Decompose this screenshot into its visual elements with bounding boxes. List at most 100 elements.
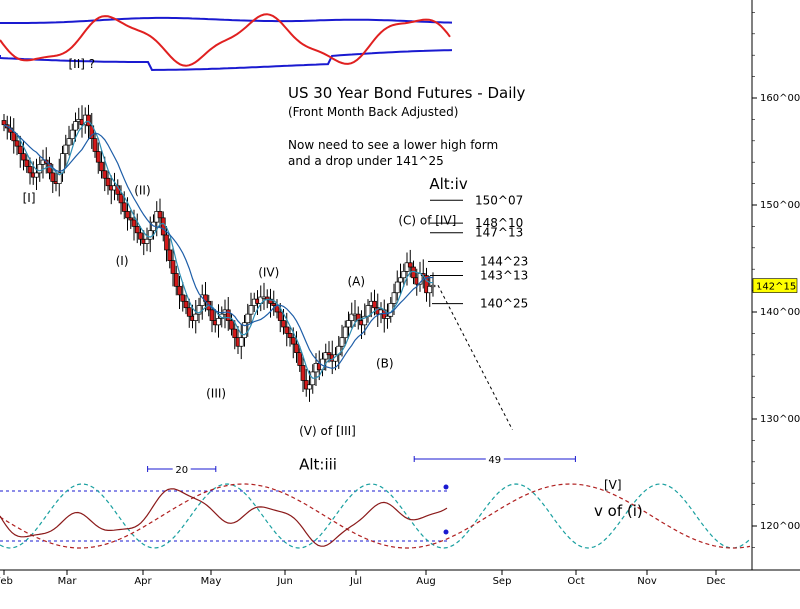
- cycles-bottom-panel: 20 49 [V] v of (i): [0, 453, 751, 549]
- x-tick-label: May: [201, 576, 222, 587]
- candle: [17, 145, 23, 154]
- candle: [99, 161, 104, 172]
- candle: [346, 320, 351, 328]
- candle: [63, 144, 69, 154]
- candle: [1, 120, 7, 126]
- cycle-annotation: [V]: [604, 478, 622, 492]
- candle: [394, 281, 400, 294]
- candle: [69, 129, 75, 140]
- candle: [277, 311, 283, 321]
- candle: [86, 114, 91, 127]
- wave-labels: [II] ? [I] (II) (I) (III) (IV) (V) of [III] (A)…: [23, 57, 468, 473]
- candle: [300, 365, 306, 381]
- candle: [287, 333, 293, 339]
- candle: [290, 337, 296, 345]
- candle: [349, 313, 355, 321]
- cycle-dot: [443, 529, 449, 535]
- wave-label: (I): [116, 254, 129, 268]
- wave-label: (III): [206, 387, 226, 401]
- candle: [102, 170, 108, 179]
- candle: [307, 384, 312, 390]
- x-tick-label: Aug: [416, 576, 436, 587]
- candle: [424, 275, 429, 294]
- x-tick-label: Mar: [58, 576, 78, 587]
- y-tick-label: 130^00: [760, 414, 800, 425]
- candle: [430, 284, 436, 288]
- level-label: 148^10: [475, 216, 523, 230]
- candle: [92, 138, 98, 152]
- y-tick-label: 160^00: [760, 93, 800, 104]
- current-price-box: [752, 278, 798, 293]
- x-tick-label: Oct: [567, 576, 584, 587]
- candle: [147, 230, 153, 240]
- level-label: 144^23: [480, 254, 528, 268]
- candle: [173, 273, 179, 287]
- candle: [427, 285, 433, 294]
- cycle-dot: [443, 484, 449, 490]
- x-tick-label: Feb: [0, 576, 13, 587]
- candle: [196, 305, 202, 315]
- wave-label: (IV): [258, 266, 279, 280]
- cycle-marker-label-bg: [485, 453, 504, 465]
- candle: [336, 345, 342, 356]
- candle: [24, 159, 30, 167]
- level-label: 140^25: [480, 297, 528, 311]
- oscillator-top-panel: [0, 0, 752, 80]
- x-tick-label: Jul: [349, 576, 362, 587]
- candle: [56, 172, 62, 184]
- x-tick-label: Jun: [276, 576, 293, 587]
- candle: [144, 238, 150, 244]
- candle: [95, 151, 101, 163]
- candle: [385, 315, 390, 319]
- candle: [362, 315, 368, 326]
- price-cycle-line: [0, 488, 448, 547]
- price-panel: 160^00 150^00 140^00 130^00 120^00 142^15 150…: [1, 12, 800, 548]
- candle: [294, 343, 299, 354]
- cycle-49-line: [0, 483, 751, 549]
- wave-label: (B): [376, 357, 394, 371]
- cycle-marker-label: 49: [488, 455, 501, 466]
- cycle-marker-label-bg: [172, 463, 191, 475]
- candle: [339, 337, 345, 347]
- candle: [323, 352, 329, 360]
- candle: [229, 320, 234, 330]
- candle: [297, 352, 303, 366]
- candle: [177, 285, 182, 296]
- wave-label: (II): [134, 183, 150, 197]
- alt-label: Alt:iv: [429, 175, 468, 193]
- candle: [37, 163, 43, 174]
- candles: [1, 104, 436, 402]
- moving-average-line: [3, 124, 434, 370]
- candle: [232, 328, 238, 339]
- candle: [355, 313, 361, 321]
- level-label: 143^13: [480, 269, 528, 283]
- candle: [284, 326, 290, 334]
- candle: [391, 292, 397, 304]
- candle: [342, 326, 348, 339]
- cycle-marker-label: 20: [175, 465, 188, 476]
- x-tick-label: Sep: [493, 576, 512, 587]
- candle: [121, 202, 127, 212]
- candle: [183, 300, 189, 309]
- candle: [271, 303, 277, 306]
- candle: [238, 337, 244, 347]
- candle: [128, 217, 134, 221]
- note-line-2: and a drop under 141^25: [288, 154, 444, 168]
- x-tick-label: Apr: [134, 576, 152, 587]
- candle: [193, 313, 199, 321]
- candle: [105, 177, 111, 187]
- oscillator-line: [0, 13, 451, 67]
- moving-averages: [3, 120, 434, 379]
- y-axis-ticks: 160^00 150^00 140^00 130^00 120^00 142^15: [752, 12, 800, 548]
- chart-subtitle: (Front Month Back Adjusted): [288, 105, 458, 119]
- upper-band-line: [0, 16, 453, 24]
- alt-label: Alt:iii: [299, 455, 337, 473]
- candle: [73, 121, 78, 131]
- wave-label: (A): [347, 274, 365, 288]
- chart-title: US 30 Year Bond Futures - Daily: [288, 84, 526, 102]
- candle: [125, 211, 130, 219]
- y-tick-label: 140^00: [760, 307, 800, 318]
- candle: [14, 140, 20, 147]
- candle: [209, 309, 215, 321]
